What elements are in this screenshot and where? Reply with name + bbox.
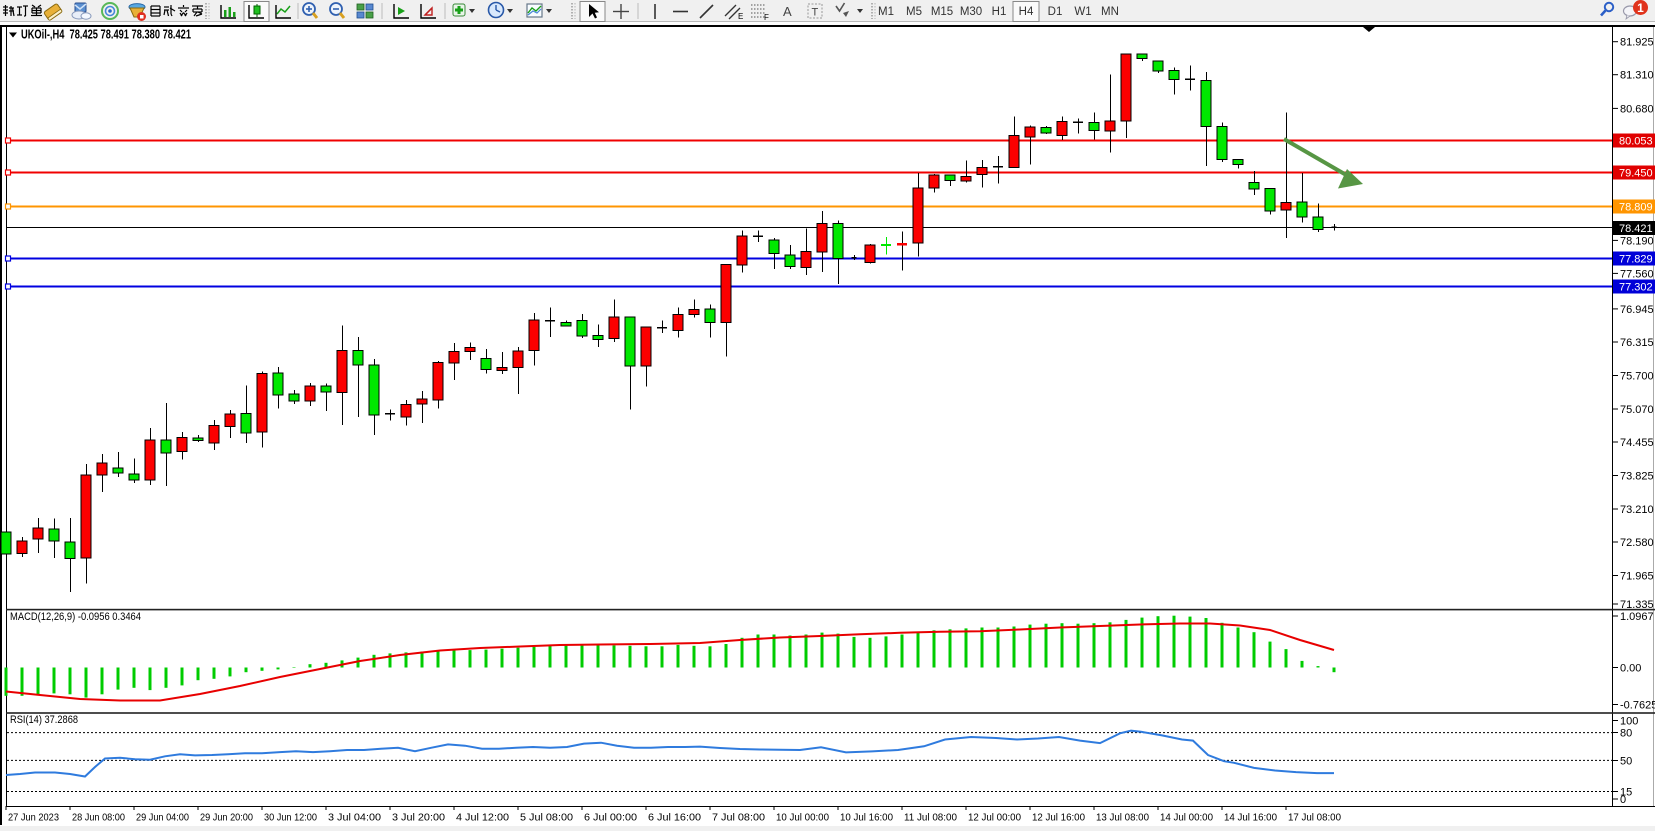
svg-text:29 Jun 04:00: 29 Jun 04:00 bbox=[136, 812, 189, 824]
svg-text:3 Jul 04:00: 3 Jul 04:00 bbox=[328, 812, 381, 824]
svg-text:75.700: 75.700 bbox=[1620, 371, 1654, 383]
svg-text:74.455: 74.455 bbox=[1620, 437, 1654, 449]
svg-text:81.925: 81.925 bbox=[1620, 37, 1654, 49]
svg-text:M1: M1 bbox=[878, 6, 894, 18]
svg-text:78.809: 78.809 bbox=[1619, 202, 1653, 214]
svg-text:0.00: 0.00 bbox=[1620, 663, 1641, 675]
svg-text:F: F bbox=[764, 13, 769, 22]
svg-text:81.310: 81.310 bbox=[1620, 70, 1654, 82]
svg-text:W1: W1 bbox=[1074, 6, 1091, 18]
svg-text:12 Jul 16:00: 12 Jul 16:00 bbox=[1032, 812, 1085, 824]
svg-text:79.450: 79.450 bbox=[1619, 168, 1653, 180]
svg-text:73.825: 73.825 bbox=[1620, 471, 1654, 483]
svg-text:75.070: 75.070 bbox=[1620, 404, 1654, 416]
svg-text:H4: H4 bbox=[1019, 6, 1034, 18]
svg-text:M30: M30 bbox=[960, 6, 982, 18]
svg-text:1.0967: 1.0967 bbox=[1620, 611, 1654, 623]
svg-text:4 Jul 12:00: 4 Jul 12:00 bbox=[456, 812, 509, 824]
svg-text:13 Jul 08:00: 13 Jul 08:00 bbox=[1096, 812, 1149, 824]
svg-text:27 Jun 2023: 27 Jun 2023 bbox=[8, 812, 59, 824]
svg-text:10 Jul 16:00: 10 Jul 16:00 bbox=[840, 812, 893, 824]
svg-text:29 Jun 20:00: 29 Jun 20:00 bbox=[200, 812, 253, 824]
svg-text:0: 0 bbox=[1620, 794, 1626, 806]
svg-text:12 Jul 00:00: 12 Jul 00:00 bbox=[968, 812, 1021, 824]
svg-text:80.053: 80.053 bbox=[1619, 136, 1653, 148]
svg-text:H1: H1 bbox=[992, 6, 1007, 18]
svg-text:MACD(12,26,9) -0.0956 0.3464: MACD(12,26,9) -0.0956 0.3464 bbox=[10, 611, 141, 623]
svg-text:73.210: 73.210 bbox=[1620, 504, 1654, 516]
svg-text:5 Jul 08:00: 5 Jul 08:00 bbox=[520, 812, 573, 824]
svg-text:30 Jun 12:00: 30 Jun 12:00 bbox=[264, 812, 317, 824]
svg-text:78.190: 78.190 bbox=[1620, 235, 1654, 247]
svg-text:A: A bbox=[783, 4, 792, 19]
svg-text:17 Jul 08:00: 17 Jul 08:00 bbox=[1288, 812, 1341, 824]
svg-text:E: E bbox=[738, 12, 743, 21]
svg-text:UKOil-,H4 78.425 78.491 78.38: UKOil-,H4 78.425 78.491 78.380 78.421 bbox=[21, 28, 191, 42]
svg-text:3 Jul 20:00: 3 Jul 20:00 bbox=[392, 812, 445, 824]
svg-text:T: T bbox=[812, 7, 819, 19]
svg-text:72.580: 72.580 bbox=[1620, 537, 1654, 549]
svg-text:71.335: 71.335 bbox=[1620, 599, 1654, 611]
svg-text:14 Jul 00:00: 14 Jul 00:00 bbox=[1160, 812, 1213, 824]
svg-text:15: 15 bbox=[1620, 787, 1632, 799]
svg-text:M5: M5 bbox=[906, 6, 922, 18]
svg-text:MN: MN bbox=[1101, 6, 1119, 18]
svg-text:71.965: 71.965 bbox=[1620, 571, 1654, 583]
svg-text:D1: D1 bbox=[1048, 6, 1063, 18]
svg-text:77.560: 77.560 bbox=[1620, 268, 1654, 280]
svg-text:M15: M15 bbox=[931, 6, 953, 18]
svg-text:100: 100 bbox=[1620, 716, 1638, 728]
svg-text:10 Jul 00:00: 10 Jul 00:00 bbox=[776, 812, 829, 824]
svg-text:14 Jul 16:00: 14 Jul 16:00 bbox=[1224, 812, 1277, 824]
svg-text:78.421: 78.421 bbox=[1619, 223, 1653, 235]
svg-text:50: 50 bbox=[1620, 756, 1632, 768]
svg-text:76.315: 76.315 bbox=[1620, 337, 1654, 349]
svg-text:77.829: 77.829 bbox=[1619, 254, 1653, 266]
svg-text:76.945: 76.945 bbox=[1620, 304, 1654, 316]
svg-text:11 Jul 08:00: 11 Jul 08:00 bbox=[904, 812, 957, 824]
svg-text:7 Jul 08:00: 7 Jul 08:00 bbox=[712, 812, 765, 824]
svg-text:-0.7625: -0.7625 bbox=[1620, 700, 1655, 712]
svg-text:6 Jul 16:00: 6 Jul 16:00 bbox=[648, 812, 701, 824]
svg-text:80.680: 80.680 bbox=[1620, 103, 1654, 115]
svg-text:28 Jun 08:00: 28 Jun 08:00 bbox=[72, 812, 125, 824]
svg-text:80: 80 bbox=[1620, 728, 1632, 740]
svg-text:77.302: 77.302 bbox=[1619, 282, 1653, 294]
svg-text:RSI(14) 37.2868: RSI(14) 37.2868 bbox=[10, 714, 78, 726]
svg-text:6 Jul 00:00: 6 Jul 00:00 bbox=[584, 812, 637, 824]
svg-text:1: 1 bbox=[1637, 1, 1644, 15]
